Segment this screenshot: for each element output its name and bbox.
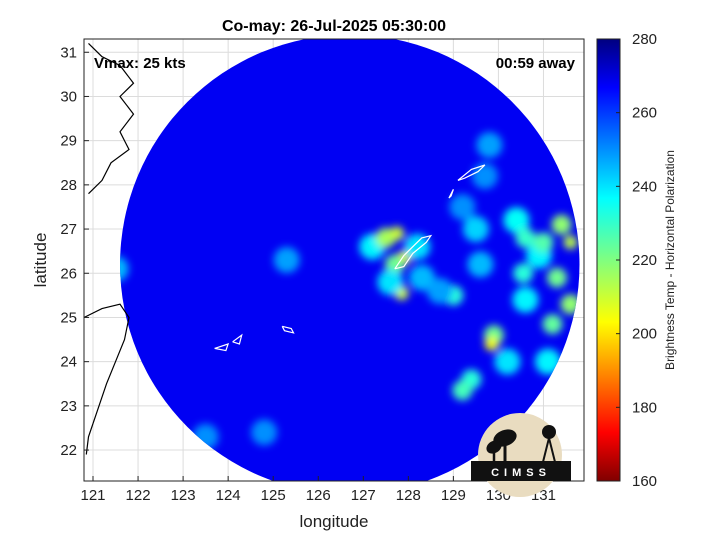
brightness-cell — [515, 227, 536, 248]
y-axis-label: latitude — [31, 233, 50, 288]
brightness-cell — [513, 263, 534, 284]
y-tick-label: 26 — [60, 265, 77, 282]
coastline-ishigaki — [232, 333, 243, 345]
brightness-cell — [452, 380, 473, 401]
brightness-cell — [542, 314, 563, 335]
brightness-cell — [404, 233, 431, 260]
brightness-cell — [563, 235, 578, 250]
y-tick-label: 24 — [60, 354, 77, 371]
brightness-cell — [551, 214, 572, 235]
y-tick-label: 22 — [60, 442, 77, 459]
brightness-cell — [390, 226, 405, 241]
brightness-cell — [449, 193, 476, 220]
brightness-cell — [377, 269, 404, 296]
x-tick-label: 129 — [441, 487, 466, 504]
x-tick-label: 128 — [396, 487, 421, 504]
y-tick-label: 31 — [60, 44, 77, 61]
y-tick-label: 28 — [60, 177, 77, 194]
colorbar-tick-label: 220 — [632, 252, 657, 269]
vmax-label: Vmax: 25 kts — [94, 55, 186, 72]
brightness-field — [120, 39, 580, 481]
brightness-cell — [484, 336, 499, 351]
colorbar-tick-label: 160 — [632, 473, 657, 490]
brightness-cell — [471, 163, 498, 190]
brightness-cell — [120, 255, 129, 282]
brightness-cell — [408, 264, 435, 291]
brightness-cell — [533, 232, 554, 253]
y-tick-label: 30 — [60, 88, 77, 105]
brightness-cell — [476, 132, 503, 159]
x-tick-label: 121 — [80, 487, 105, 504]
coastline-okinawa — [394, 234, 433, 270]
cimss-logo: CIMSS — [471, 413, 571, 497]
x-tick-label: 122 — [126, 487, 151, 504]
coastline-amami — [457, 164, 486, 181]
brightness-cell — [462, 216, 489, 243]
logo-text: CIMSS — [491, 467, 551, 479]
colorbar-tick-label: 180 — [632, 399, 657, 416]
brightness-cell — [251, 419, 278, 446]
chart-title: Co-may: 26-Jul-2025 05:30:00 — [222, 18, 446, 35]
x-axis-label: longitude — [299, 512, 368, 531]
colorbar-tick-label: 200 — [632, 326, 657, 343]
y-tick-label: 27 — [60, 221, 77, 238]
y-tick-label: 23 — [60, 398, 77, 415]
brightness-cell — [467, 251, 494, 278]
x-tick-label: 126 — [306, 487, 331, 504]
x-tick-label: 124 — [216, 487, 241, 504]
brightness-cell — [503, 207, 530, 234]
brightness-cell — [546, 267, 567, 288]
y-tick-label: 29 — [60, 133, 77, 150]
colorbar-label: Brightness Temp - Horizontal Polarizatio… — [663, 150, 677, 370]
convective-cells — [120, 132, 580, 450]
y-tick-label: 25 — [60, 309, 77, 326]
coastline-miyako — [281, 325, 295, 334]
x-tick-label: 127 — [351, 487, 376, 504]
x-tick-label: 123 — [171, 487, 196, 504]
coastline-china-coast — [88, 42, 135, 195]
brightness-cell — [426, 277, 453, 304]
y-axis: 22 23 24 25 26 27 28 29 30 31 — [60, 44, 89, 459]
swath-disk — [120, 39, 580, 481]
brightness-cell — [534, 348, 561, 375]
colorbar-ticks: 160 180 200 220 240 260 280 — [616, 31, 657, 490]
brightness-cell — [512, 286, 539, 313]
colorbar-tick-label: 280 — [632, 31, 657, 48]
brightness-cell — [273, 247, 300, 273]
time-away-label: 00:59 away — [496, 55, 576, 72]
coastlines — [84, 42, 486, 455]
x-tick-label: 125 — [261, 487, 286, 504]
colorbar-tick-label: 240 — [632, 178, 657, 195]
coastline-taiwan — [84, 303, 130, 455]
colorbar-tick-label: 260 — [632, 105, 657, 122]
coastline-iriomote — [214, 343, 230, 352]
plot-frame — [83, 38, 585, 482]
brightness-cell — [494, 348, 521, 375]
coastline-tokunoshima — [448, 189, 454, 199]
